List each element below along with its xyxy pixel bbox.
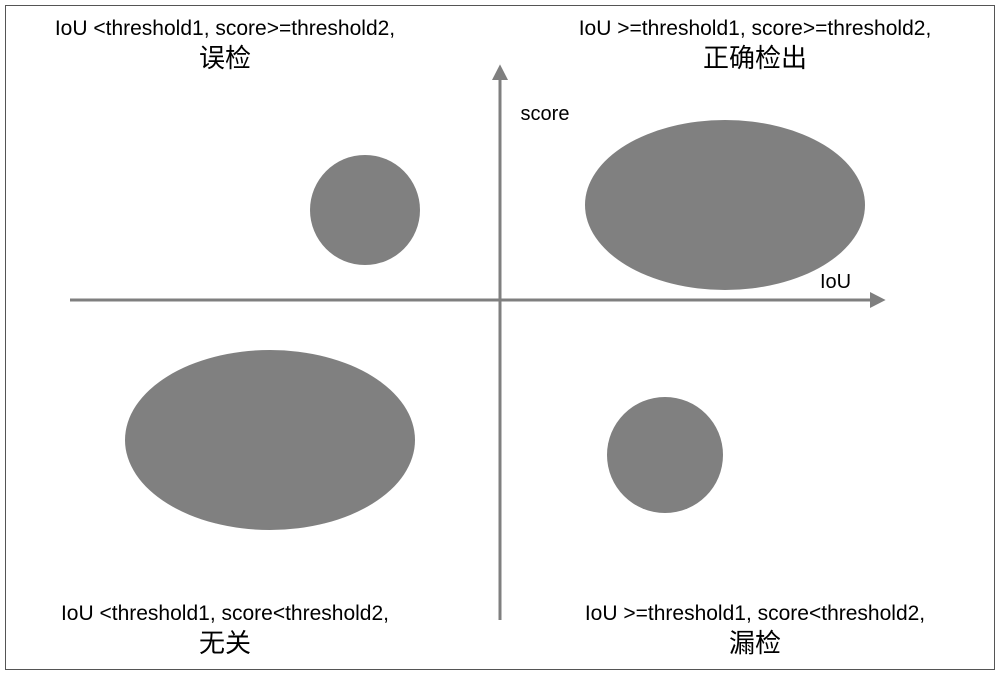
label-line2: 误检 — [35, 42, 415, 76]
y-axis-label: score — [521, 103, 570, 125]
ellipses-group — [125, 120, 865, 530]
data-ellipse — [310, 155, 420, 265]
data-ellipse — [585, 120, 865, 290]
quadrant-label-bottom-left: IoU <threshold1, score<threshold2, 无关 — [35, 600, 415, 661]
data-ellipse — [607, 397, 723, 513]
quadrant-label-top-left: IoU <threshold1, score>=threshold2, 误检 — [35, 15, 415, 76]
label-line1: IoU <threshold1, score<threshold2, — [35, 600, 415, 627]
quadrant-diagram: IoU score — [0, 0, 1000, 675]
quadrant-label-top-right: IoU >=threshold1, score>=threshold2, 正确检… — [545, 15, 965, 76]
quadrant-label-bottom-right: IoU >=threshold1, score<threshold2, 漏检 — [545, 600, 965, 661]
label-line2: 正确检出 — [545, 42, 965, 76]
label-line1: IoU >=threshold1, score>=threshold2, — [545, 15, 965, 42]
label-line2: 无关 — [35, 627, 415, 661]
label-line2: 漏检 — [545, 627, 965, 661]
x-axis-label: IoU — [820, 271, 851, 293]
label-line1: IoU >=threshold1, score<threshold2, — [545, 600, 965, 627]
label-line1: IoU <threshold1, score>=threshold2, — [35, 15, 415, 42]
data-ellipse — [125, 350, 415, 530]
